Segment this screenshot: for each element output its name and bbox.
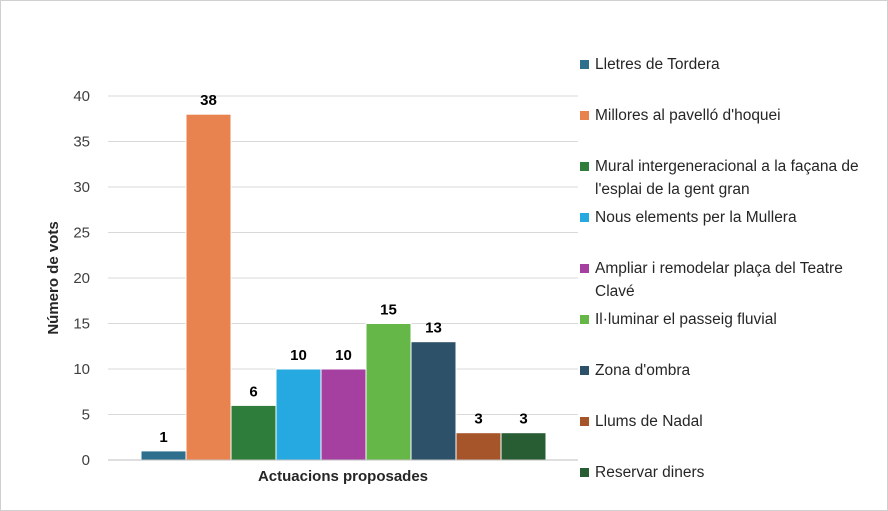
legend-item: Nous elements per la Mullera: [580, 206, 880, 229]
y-tick-label: 15: [73, 316, 90, 333]
legend-swatch: [580, 213, 589, 222]
legend-swatch: [580, 366, 589, 375]
legend-label: Lletres de Tordera: [595, 56, 720, 73]
y-tick-label: 25: [73, 225, 90, 242]
legend-item: Millores al pavelló d'hoquei: [580, 104, 880, 127]
legend-label: Nous elements per la Mullera: [595, 209, 797, 226]
y-tick-label: 0: [82, 452, 90, 469]
legend-item: Llums de Nadal: [580, 410, 880, 433]
legend-item: Mural intergeneracional a la façana de l…: [580, 155, 880, 201]
bar: [365, 323, 412, 461]
bar: [140, 450, 187, 461]
legend-item: Reservar diners: [580, 461, 880, 484]
legend-swatch: [580, 60, 589, 69]
y-tick-label: 10: [73, 361, 90, 378]
x-axis-title: Actuacions proposades: [258, 468, 428, 485]
bar: [275, 368, 322, 461]
legend-item: Zona d'ombra: [580, 359, 880, 382]
bar: [230, 404, 277, 461]
bar: [500, 432, 547, 461]
y-tick-label: 5: [82, 407, 90, 424]
data-label: 1: [159, 429, 167, 446]
bars: [140, 113, 547, 461]
legend-swatch: [580, 264, 589, 273]
legend-label: Zona d'ombra: [595, 362, 691, 379]
y-tick-label: 40: [73, 88, 90, 105]
legend-swatch: [580, 315, 589, 324]
data-label: 3: [519, 411, 527, 428]
data-label: 10: [290, 347, 307, 364]
data-label: 38: [200, 92, 217, 109]
data-label: 13: [425, 320, 442, 337]
legend-swatch: [580, 162, 589, 171]
legend-label: Millores al pavelló d'hoquei: [595, 107, 781, 124]
y-tick-label: 30: [73, 179, 90, 196]
legend-swatch: [580, 417, 589, 426]
legend-item: Ampliar i remodelar plaça del Teatre Cla…: [580, 257, 880, 303]
legend-label: Reservar diners: [595, 464, 705, 481]
legend-label: Il·luminar el passeig fluvial: [595, 311, 777, 328]
legend-label: Mural intergeneracional a la façana de l…: [595, 158, 859, 198]
legend-item: Il·luminar el passeig fluvial: [580, 308, 880, 331]
bar: [455, 432, 502, 461]
y-tick-label: 35: [73, 134, 90, 151]
bar: [410, 341, 457, 461]
legend-swatch: [580, 111, 589, 120]
legend-item: Lletres de Tordera: [580, 53, 880, 76]
y-axis-title: Número de vots: [45, 221, 62, 334]
bar: [185, 113, 232, 461]
data-label: 10: [335, 347, 352, 364]
data-label: 6: [249, 383, 257, 400]
legend-label: Llums de Nadal: [595, 413, 703, 430]
data-label: 3: [474, 411, 482, 428]
y-tick-label: 20: [73, 270, 90, 287]
legend-swatch: [580, 468, 589, 477]
data-label: 15: [380, 302, 397, 319]
y-axis-ticks: 0 5 10 15 20 25 30 35 40: [73, 88, 90, 469]
bar: [320, 368, 367, 461]
data-labels: 1 38 6 10 10 15 13 3 3: [159, 92, 527, 446]
legend-label: Ampliar i remodelar plaça del Teatre Cla…: [595, 260, 843, 300]
gridlines: [108, 95, 578, 415]
